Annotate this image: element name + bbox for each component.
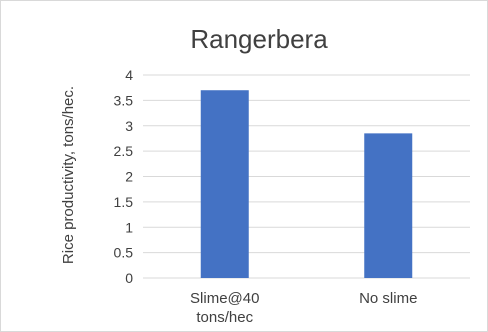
y-tick-label: 2.5 xyxy=(114,143,134,159)
x-category-label-line: tons/hec xyxy=(196,309,253,326)
y-tick-label: 2 xyxy=(125,169,133,185)
x-category-label-line: Slime@40 xyxy=(190,290,259,307)
x-category-label: Slime@40 tons/hec xyxy=(190,290,259,326)
y-tick-label: 1 xyxy=(125,219,133,235)
y-tick-label: 0 xyxy=(125,270,133,286)
y-tick-label: 4 xyxy=(125,67,133,83)
y-tick-label: 3 xyxy=(125,118,133,134)
y-tick-label: 1.5 xyxy=(114,194,134,210)
bar-0 xyxy=(200,90,249,278)
x-category-label: No slime xyxy=(359,290,417,307)
bar-1 xyxy=(364,133,413,278)
y-tick-label: 3.5 xyxy=(114,92,134,108)
chart-title: Rangerbera xyxy=(190,24,328,54)
x-category-label-line: No slime xyxy=(359,290,417,307)
y-tick-label: 0.5 xyxy=(114,245,134,261)
